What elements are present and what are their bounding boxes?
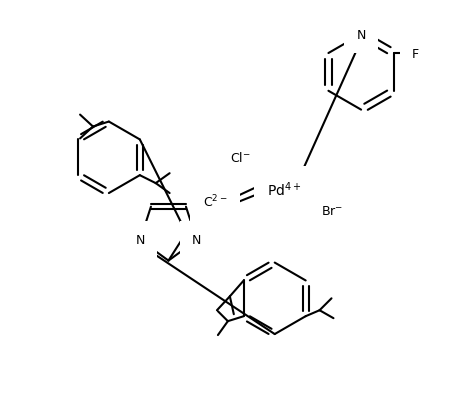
- Text: N: N: [135, 234, 145, 247]
- Text: Br$^{-}$: Br$^{-}$: [321, 205, 343, 218]
- Text: F: F: [412, 47, 419, 61]
- Text: Pd$^{4+}$: Pd$^{4+}$: [268, 180, 302, 199]
- Text: Cl$^{-}$: Cl$^{-}$: [230, 151, 250, 165]
- Text: C$^{2-}$: C$^{2-}$: [203, 193, 227, 210]
- Text: N: N: [356, 28, 366, 42]
- Text: N: N: [192, 234, 201, 247]
